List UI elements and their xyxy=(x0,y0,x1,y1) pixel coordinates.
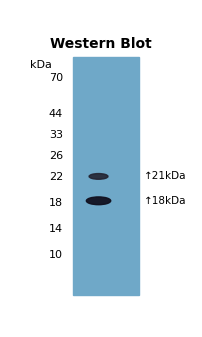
Ellipse shape xyxy=(86,197,110,205)
Text: 22: 22 xyxy=(49,172,63,182)
Text: 10: 10 xyxy=(49,249,63,259)
Text: 14: 14 xyxy=(49,223,63,234)
Text: 26: 26 xyxy=(49,151,63,161)
Text: ↑21kDa: ↑21kDa xyxy=(143,172,186,181)
Text: kDa: kDa xyxy=(30,60,52,70)
Text: 18: 18 xyxy=(49,197,63,208)
Ellipse shape xyxy=(89,174,107,179)
FancyBboxPatch shape xyxy=(72,57,138,295)
Text: 44: 44 xyxy=(49,110,63,119)
Text: Western Blot: Western Blot xyxy=(50,37,151,51)
Text: 33: 33 xyxy=(49,130,63,140)
Text: ↑18kDa: ↑18kDa xyxy=(143,196,186,206)
Text: 70: 70 xyxy=(49,73,63,83)
